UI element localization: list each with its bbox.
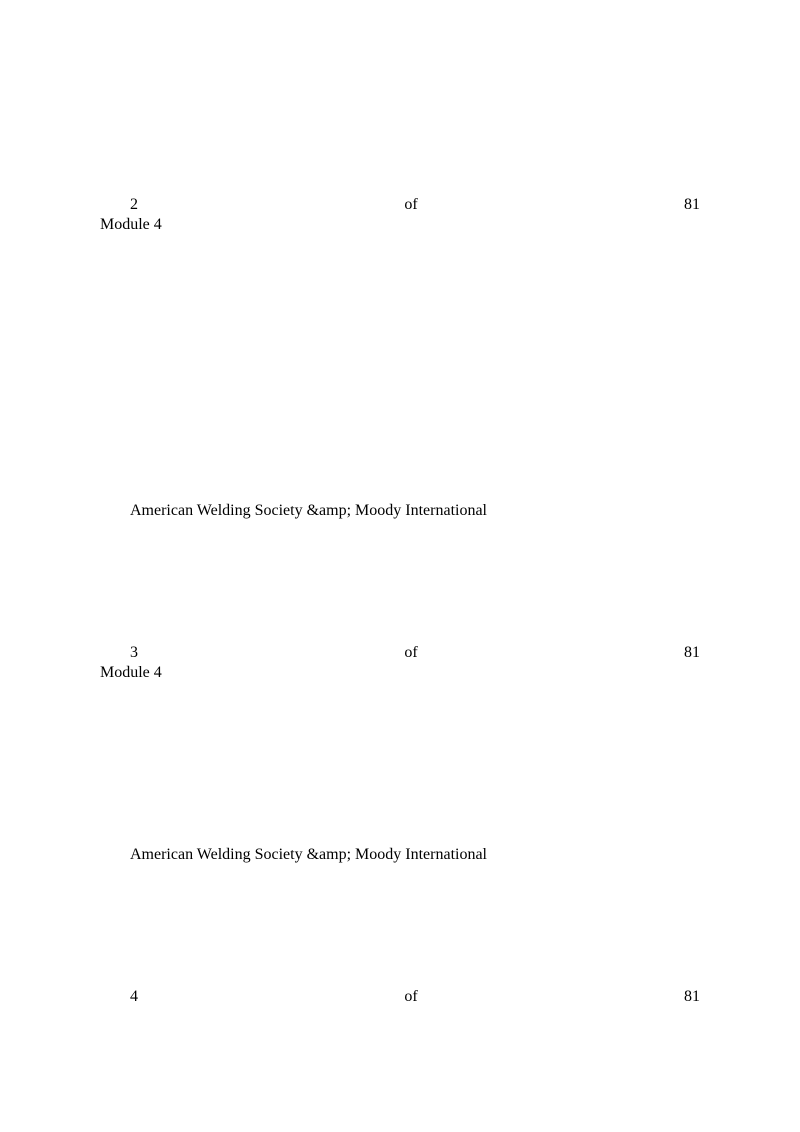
footer-section-1: American Welding Society &amp; Moody Int… xyxy=(100,502,700,520)
module-label: Module 4 xyxy=(100,216,700,234)
page-number-current: 2 xyxy=(100,196,138,214)
page-number-total: 81 xyxy=(684,196,700,214)
page-number-total: 81 xyxy=(684,988,700,1006)
footer-section-2: American Welding Society &amp; Moody Int… xyxy=(100,846,700,864)
page-number-current: 3 xyxy=(100,644,138,662)
footer-text: American Welding Society &amp; Moody Int… xyxy=(100,846,700,864)
page-section-3: 4 of 81 xyxy=(100,988,700,1006)
pagination-row: 3 of 81 xyxy=(100,644,700,662)
page-number-total: 81 xyxy=(684,644,700,662)
pagination-row: 2 of 81 xyxy=(100,196,700,214)
page-section-1: 2 of 81 Module 4 xyxy=(100,196,700,234)
page-separator: of xyxy=(404,988,417,1006)
page-separator: of xyxy=(404,196,417,214)
page-section-2: 3 of 81 Module 4 xyxy=(100,644,700,682)
page-number-current: 4 xyxy=(100,988,138,1006)
pagination-row: 4 of 81 xyxy=(100,988,700,1006)
module-label: Module 4 xyxy=(100,664,700,682)
footer-text: American Welding Society &amp; Moody Int… xyxy=(100,502,700,520)
page-separator: of xyxy=(404,644,417,662)
